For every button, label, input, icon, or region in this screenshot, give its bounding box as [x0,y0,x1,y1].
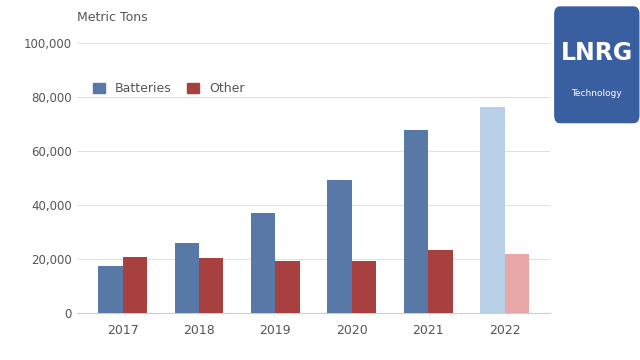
Bar [123,256,147,313]
FancyBboxPatch shape [554,6,639,123]
Bar [199,258,223,313]
Bar [480,107,504,313]
Bar [327,180,352,313]
Bar [504,254,529,313]
Text: Metric Tons: Metric Tons [77,11,147,24]
Bar [428,250,452,313]
Legend: Batteries, Other: Batteries, Other [93,82,244,95]
Bar [175,243,199,313]
Bar [98,266,123,313]
Text: Technology: Technology [572,89,622,98]
Bar [352,261,376,313]
Bar [404,130,428,313]
Bar [251,213,275,313]
Bar [275,261,300,313]
Text: LNRG: LNRG [561,41,633,65]
